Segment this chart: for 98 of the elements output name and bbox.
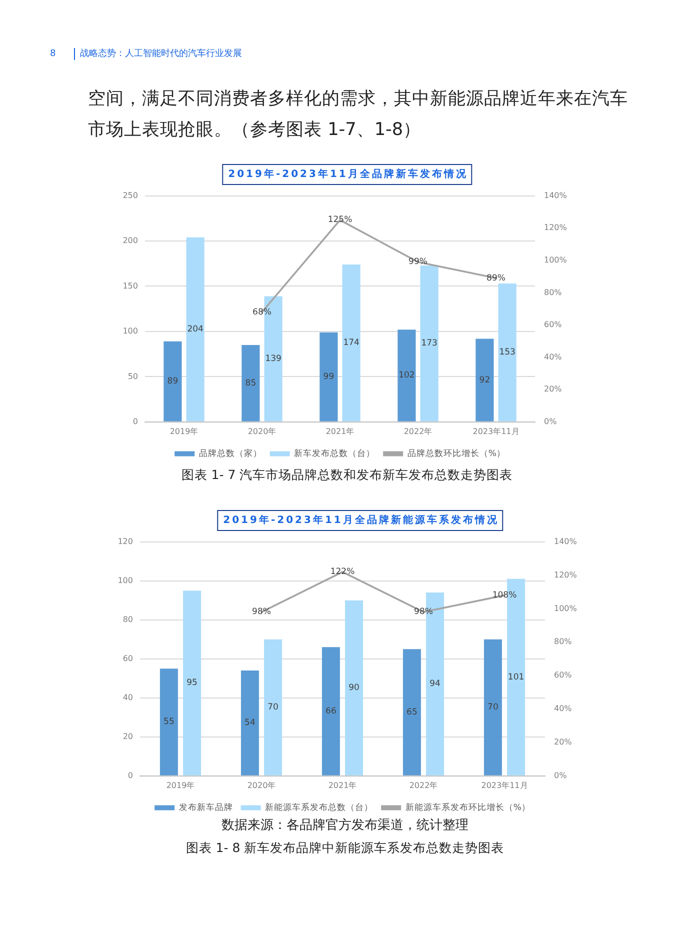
chart-title: 2019年-2023年11月全品牌新车发布情况 — [222, 164, 472, 185]
y2-tick-label: 120% — [554, 570, 578, 580]
y-tick-label: 40 — [122, 692, 133, 702]
data-label: 98% — [414, 607, 433, 618]
y-tick-label: 80 — [122, 614, 133, 624]
x-tick-label: 2020年 — [248, 426, 276, 436]
bar — [240, 670, 259, 776]
x-tick-label: 2020年 — [247, 780, 276, 790]
y2-tick-label: 0% — [554, 770, 568, 780]
y2-tick-label: 40% — [554, 704, 572, 714]
x-tick-label: 2022年 — [409, 780, 438, 790]
data-label: 99% — [408, 257, 428, 268]
data-label: 122% — [330, 567, 355, 578]
data-label: 174 — [343, 338, 360, 348]
y-tick-label: 250 — [122, 190, 138, 200]
y2-tick-label: 140% — [544, 190, 568, 200]
data-label: 101 — [508, 672, 524, 682]
data-label: 94 — [430, 679, 440, 690]
data-label: 85 — [245, 378, 256, 388]
bar — [320, 332, 338, 422]
data-label: 98% — [252, 607, 271, 618]
y2-tick-label: 0% — [544, 416, 558, 426]
y2-tick-label: 140% — [554, 536, 578, 546]
data-label: 102 — [398, 370, 415, 381]
bar — [160, 668, 178, 776]
data-label: 70 — [488, 702, 498, 713]
x-tick-label: 2022年 — [404, 426, 432, 436]
y-tick-label: 100 — [118, 576, 133, 585]
bar — [322, 647, 340, 776]
x-tick-label: 2021年 — [326, 426, 354, 436]
legend-label: 品牌总数环比增长（%） — [407, 448, 506, 459]
legend-label: 新能源车系发布环比增长（%） — [405, 802, 530, 813]
legend-label: 新车发布总数（台） — [294, 448, 376, 459]
data-label: 125% — [328, 215, 352, 226]
y2-tick-label: 80% — [554, 637, 572, 646]
y-tick-label: 0 — [132, 416, 138, 426]
bar — [164, 341, 182, 422]
y-tick-label: 120 — [118, 536, 133, 546]
data-label: 92 — [479, 375, 490, 386]
data-label: 90 — [348, 683, 360, 694]
data-label: 54 — [244, 718, 256, 728]
data-label: 55 — [164, 717, 174, 728]
data-label: 66 — [326, 706, 336, 716]
bar — [398, 330, 416, 422]
legend-label: 发布新车品牌 — [178, 802, 233, 813]
y2-tick-label: 60% — [554, 670, 572, 680]
text: 空间，满足不同消费者多样化的需求，其中新能源品牌近年来在汽车市场上表现抢眼。（参考图表 1-7、1-8） — [88, 88, 629, 142]
y-tick-label: 100 — [122, 326, 138, 336]
y2-tick-label: 40% — [544, 352, 562, 362]
y-tick-label: 200 — [122, 236, 138, 246]
bar — [402, 649, 421, 776]
legend-label: 品牌总数（家） — [198, 448, 262, 459]
source-note: 数据来源：各品牌官方发布渠道，统计整理 — [222, 818, 468, 834]
text: 战略态势：人工智能时代的汽车行业发展 — [74, 48, 242, 60]
y-tick-label: 50 — [128, 372, 138, 381]
y2-tick-label: 100% — [554, 604, 578, 613]
bar — [186, 237, 204, 422]
data-label: 99 — [323, 372, 334, 382]
y-tick-label: 150 — [122, 281, 138, 290]
x-tick-label: 2021年 — [328, 780, 357, 790]
bar — [242, 345, 260, 422]
data-label: 95 — [186, 678, 198, 688]
text: 图表 1- 7 汽车市场品牌总数和发布新车发布总数走势图表 — [181, 467, 513, 483]
data-label: 173 — [421, 338, 438, 349]
x-tick-label: 2019年 — [170, 426, 198, 436]
y2-tick-label: 20% — [554, 738, 572, 747]
bar — [342, 264, 360, 422]
data-label: 89% — [486, 273, 506, 284]
y-tick-label: 60 — [122, 654, 133, 663]
bar — [264, 639, 282, 776]
y2-tick-label: 20% — [544, 384, 562, 394]
x-tick-label: 2023年11月 — [472, 426, 520, 436]
data-label: 139 — [265, 354, 282, 364]
bar — [420, 265, 438, 422]
bar — [484, 639, 502, 776]
data-label: 204 — [187, 324, 204, 335]
legend-label: 新能源车系发布总数（台） — [265, 802, 374, 813]
x-tick-label: 2023年11月 — [481, 780, 528, 790]
data-label: 68% — [252, 307, 272, 318]
x-tick-label: 2019年 — [166, 780, 195, 790]
chart-title: 2019年-2023年11月全品牌新能源车系发布情况 — [217, 510, 503, 531]
y2-tick-label: 100% — [544, 255, 568, 264]
y-tick-label: 20 — [122, 732, 133, 741]
bar — [183, 590, 202, 776]
data-label: 70 — [268, 702, 278, 713]
data-label: 108% — [492, 590, 517, 601]
bar — [476, 338, 494, 422]
bar — [345, 600, 364, 776]
data-label: 153 — [499, 348, 516, 358]
y-tick-label: 0 — [128, 770, 133, 780]
data-label: 89 — [167, 376, 178, 387]
data-label: 65 — [406, 707, 418, 718]
y2-tick-label: 60% — [544, 320, 562, 330]
text: 图表 1- 8 新车发布品牌中新能源车系发布总数走势图表 — [186, 840, 504, 856]
text: 8 — [50, 48, 56, 60]
y2-tick-label: 120% — [544, 223, 568, 232]
y2-tick-label: 80% — [544, 288, 562, 297]
bar — [498, 284, 516, 422]
